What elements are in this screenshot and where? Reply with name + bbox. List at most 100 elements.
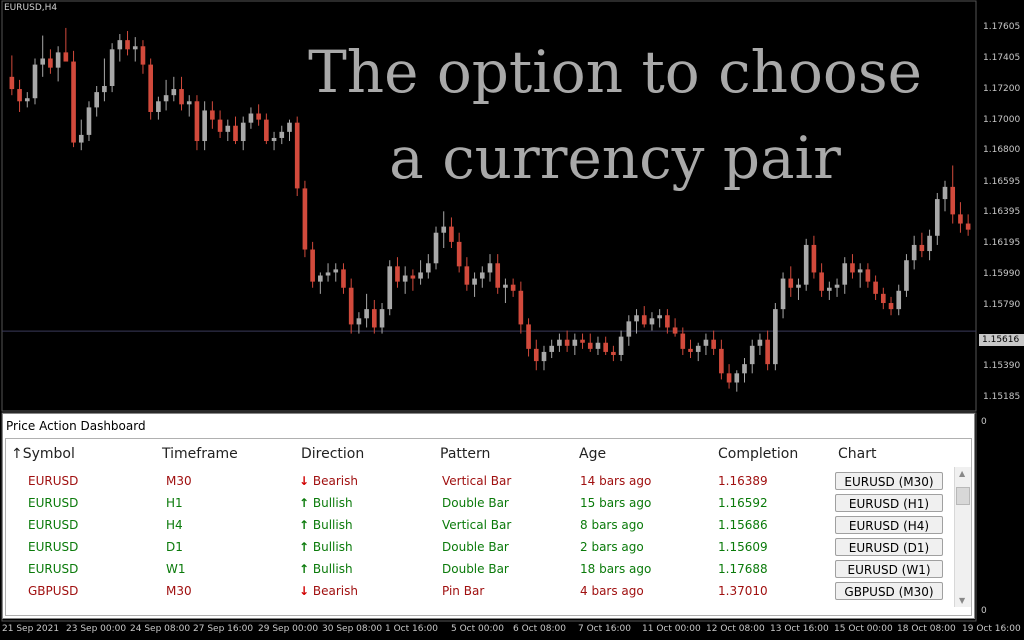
cell-pattern: Double Bar <box>442 540 509 554</box>
candle-bull <box>156 101 161 112</box>
open-chart-button[interactable]: GBPUSD (M30) <box>835 582 943 600</box>
candle-bear <box>256 113 261 120</box>
candle-bear <box>611 351 616 355</box>
candle-bull <box>749 345 755 365</box>
overlay-text-line-1: The option to choose <box>308 38 922 106</box>
header-timeframe[interactable]: Timeframe <box>162 446 238 462</box>
overlay-text-line-2: a currency pair <box>389 124 841 192</box>
cell-pattern: Vertical Bar <box>442 518 512 532</box>
cell-completion: 1.17688 <box>718 562 768 576</box>
candle-bear <box>310 249 315 282</box>
cell-direction: ↓ Bearish <box>299 584 358 598</box>
candle-bear <box>888 303 894 310</box>
header-pattern[interactable]: Pattern <box>440 446 491 462</box>
cell-symbol: EURUSD <box>28 562 79 576</box>
time-tick-label: 15 Oct 00:00 <box>834 624 893 634</box>
cell-timeframe: M30 <box>166 474 192 488</box>
candle-bull <box>109 49 115 86</box>
candle-bear <box>603 342 608 352</box>
candle-bear <box>688 348 693 352</box>
candle-bear <box>765 339 770 365</box>
time-tick-label: 6 Oct 08:00 <box>513 624 566 634</box>
candle-bull <box>441 226 447 233</box>
header-completion[interactable]: Completion <box>718 446 799 462</box>
candle-bear <box>865 269 871 282</box>
candle-bull <box>55 52 61 68</box>
open-chart-button[interactable]: EURUSD (D1) <box>835 538 943 556</box>
price-tick-label: 1.16395 <box>983 207 1021 218</box>
candle-bear <box>63 52 69 62</box>
candle-bull <box>634 315 639 322</box>
cell-age: 15 bars ago <box>580 496 652 510</box>
candle-bull <box>202 110 207 142</box>
candle-bull <box>626 321 632 337</box>
header-direction[interactable]: Direction <box>301 446 365 462</box>
arrow-up-icon: ↑ <box>299 496 310 510</box>
candle-bear <box>533 348 539 362</box>
time-tick-label: 7 Oct 16:00 <box>578 624 631 634</box>
cell-symbol: EURUSD <box>28 496 79 510</box>
open-chart-button[interactable]: EURUSD (W1) <box>835 560 943 578</box>
cell-direction: ↓ Bearish <box>299 474 358 488</box>
direction-label: Bullish <box>309 496 353 510</box>
open-chart-button[interactable]: EURUSD (M30) <box>835 472 943 490</box>
time-tick-label: 12 Oct 08:00 <box>706 624 765 634</box>
candle-bull <box>827 287 832 291</box>
candle-bear <box>125 40 130 50</box>
candle-bear <box>233 125 238 142</box>
candle-bear <box>564 339 570 346</box>
candle-bear <box>194 101 200 142</box>
candle-bull <box>572 339 578 346</box>
candle-bull <box>24 98 30 102</box>
header-age[interactable]: Age <box>579 446 607 462</box>
candle-bull <box>549 345 555 352</box>
candle-bear <box>264 119 269 142</box>
candle-bull <box>541 351 547 362</box>
cell-pattern: Vertical Bar <box>442 474 512 488</box>
cell-symbol: EURUSD <box>28 540 79 554</box>
price-tick-label: 1.16195 <box>983 237 1021 248</box>
direction-label: Bullish <box>309 562 353 576</box>
candle-bear <box>464 266 470 285</box>
candle-bear <box>510 284 516 291</box>
time-tick-label: 24 Sep 08:00 <box>130 624 191 634</box>
candle-bear <box>873 281 878 294</box>
candle-bull <box>479 272 485 279</box>
candle-bull <box>287 122 292 132</box>
open-chart-button[interactable]: EURUSD (H1) <box>835 494 943 512</box>
candle-bull <box>618 336 624 355</box>
candle-bear <box>140 46 146 65</box>
sub-window-label-bottom: 0 <box>981 606 987 616</box>
cell-timeframe: H4 <box>166 518 183 532</box>
cell-completion: 1.15609 <box>718 540 768 554</box>
cell-timeframe: W1 <box>166 562 186 576</box>
candle-bull <box>796 284 801 288</box>
candle-bull <box>379 309 385 328</box>
candle-bear <box>958 214 963 224</box>
time-tick-label: 23 Sep 00:00 <box>66 624 127 634</box>
candle-bear <box>580 339 585 343</box>
candle-bear <box>726 373 732 383</box>
cell-direction: ↑ Bullish <box>299 496 353 510</box>
scroll-down-icon[interactable]: ▼ <box>959 596 966 605</box>
header-symbol[interactable]: ↑Symbol <box>11 446 75 462</box>
vertical-scrollbar[interactable]: ▲ ▼ <box>954 467 971 607</box>
candle-bear <box>302 188 308 250</box>
scroll-up-icon[interactable]: ▲ <box>959 469 966 478</box>
candle-bear <box>148 64 153 112</box>
candle-bull <box>942 186 948 200</box>
price-tick-label: 1.17000 <box>983 114 1021 125</box>
candle-bull <box>425 263 431 273</box>
cell-timeframe: D1 <box>166 540 183 554</box>
cell-direction: ↑ Bullish <box>299 562 353 576</box>
candle-bear <box>719 348 724 374</box>
scroll-thumb[interactable] <box>956 487 970 505</box>
header-chart[interactable]: Chart <box>838 446 877 462</box>
price-action-dashboard: Price Action Dashboard ↑Symbol Timeframe… <box>2 413 975 619</box>
candle-bear <box>410 275 416 279</box>
open-chart-button[interactable]: EURUSD (H4) <box>835 516 943 534</box>
candle-bull <box>557 339 562 346</box>
cell-pattern: Pin Bar <box>442 584 485 598</box>
